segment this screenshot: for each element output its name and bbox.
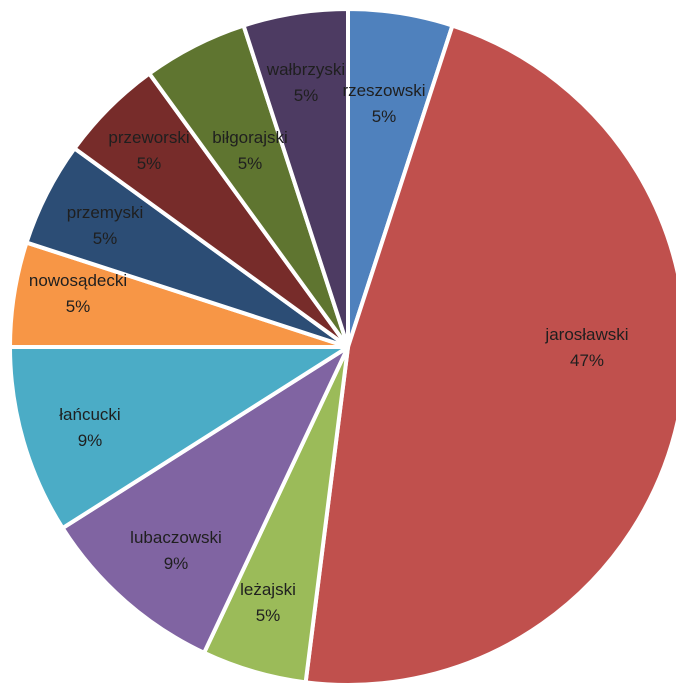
pie-label-bilgorajski: biłgorajski 5% (212, 128, 288, 173)
pie-label-lezajski: leżajski 5% (240, 580, 296, 625)
slice-percent-label: 47% (570, 351, 604, 370)
slice-percent-label: 5% (238, 154, 263, 173)
pie-labels: rzeszowski 5% jarosławski 47% leżajski 5% luba… (29, 60, 629, 625)
slice-name-label: biłgorajski (212, 128, 288, 147)
slice-percent-label: 5% (137, 154, 162, 173)
slice-name-label: lubaczowski (130, 528, 222, 547)
pie-slice-lubaczowski (60, 345, 350, 655)
pie-slice-lancucki (8, 345, 350, 531)
slice-name-label: łańcucki (59, 405, 120, 424)
slice-percent-label: 5% (66, 297, 91, 316)
slice-name-label: wałbrzyski (266, 60, 345, 79)
slice-name-label: nowosądecki (29, 271, 127, 290)
pie-label-rzeszowski: rzeszowski 5% (342, 81, 425, 126)
pie-label-lubaczowski: lubaczowski 9% (130, 528, 222, 573)
slice-name-label: rzeszowski (342, 81, 425, 100)
slice-name-label: przeworski (108, 128, 189, 147)
pie-label-nowosadecki: nowosądecki 5% (29, 271, 127, 316)
pie-slices (8, 7, 676, 684)
slice-name-label: jarosławski (544, 325, 628, 344)
pie-label-jaroslawski: jarosławski 47% (544, 325, 628, 370)
slice-name-label: leżajski (240, 580, 296, 599)
pie-slice-jaroslawski (303, 23, 676, 684)
slice-percent-label: 5% (93, 229, 118, 248)
pie-label-walbrzyski: wałbrzyski 5% (266, 60, 345, 105)
slice-percent-label: 9% (164, 554, 189, 573)
slice-percent-label: 5% (294, 86, 319, 105)
pie-label-lancucki: łańcucki 9% (59, 405, 120, 450)
pie-label-przemyski: przemyski 5% (67, 203, 144, 248)
slice-name-label: przemyski (67, 203, 144, 222)
pie-slice-walbrzyski (241, 7, 350, 349)
slice-percent-label: 5% (256, 606, 281, 625)
slice-percent-label: 9% (78, 431, 103, 450)
slice-percent-label: 5% (372, 107, 397, 126)
pie-label-przeworski: przeworski 5% (108, 128, 189, 173)
